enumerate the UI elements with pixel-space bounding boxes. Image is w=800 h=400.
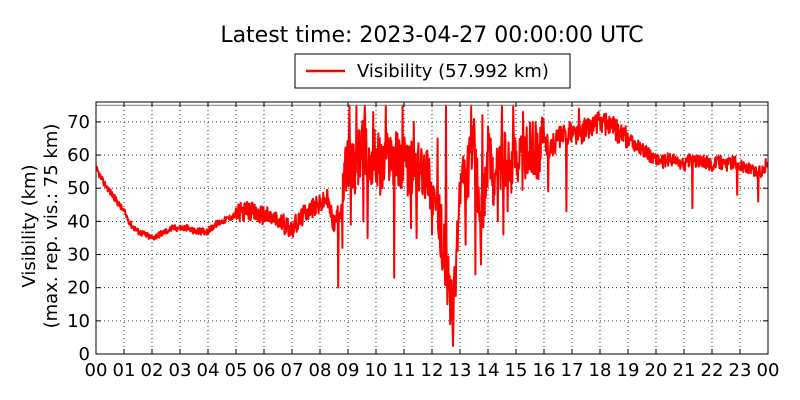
x-tick-label: 00 [757,360,780,381]
x-tick-label: 13 [449,360,472,381]
x-tick-label: 00 [85,360,108,381]
y-tick-label: 60 [67,145,90,166]
x-tick-label: 02 [141,360,164,381]
x-tick-label: 09 [337,360,360,381]
x-tick-label: 18 [589,360,612,381]
x-tick-label: 23 [729,360,752,381]
x-tick-label: 08 [309,360,332,381]
data-layer [96,104,768,347]
x-tick-label: 12 [421,360,444,381]
x-tick-label: 01 [113,360,136,381]
x-tick-label: 10 [365,360,388,381]
x-tick-label: 16 [533,360,556,381]
x-tick-label: 04 [197,360,220,381]
y-axis-label-line-2: (max. rep. vis.: 75 km) [41,124,62,329]
x-tick-label: 11 [393,360,416,381]
x-tick-label: 17 [561,360,584,381]
x-tick-label: 03 [169,360,192,381]
x-tick-label: 14 [477,360,500,381]
y-tick-label: 20 [67,278,90,299]
chart-title: Latest time: 2023-04-27 00:00:00 UTC [220,23,643,48]
x-tick-label: 07 [281,360,304,381]
visibility-series-line [96,104,768,347]
x-tick-label: 15 [505,360,528,381]
x-tick-label: 06 [253,360,276,381]
x-tick-label: 05 [225,360,248,381]
y-tick-label: 50 [67,178,90,199]
x-tick-label: 19 [617,360,640,381]
y-tick-label: 30 [67,245,90,266]
y-tick-label: 10 [67,311,90,332]
x-tick-label: 21 [673,360,696,381]
legend-series-name: Visibility (57.992 km) [357,61,549,82]
y-tick-label: 40 [67,211,90,232]
y-tick-label: 70 [67,112,90,133]
x-tick-label: 22 [701,360,724,381]
x-tick-label: 20 [645,360,668,381]
y-axis-label-line-1: Visibility (km) [19,164,40,287]
legend: Visibility (57.992 km) [294,53,571,89]
y-tick-label: 0 [79,344,90,365]
